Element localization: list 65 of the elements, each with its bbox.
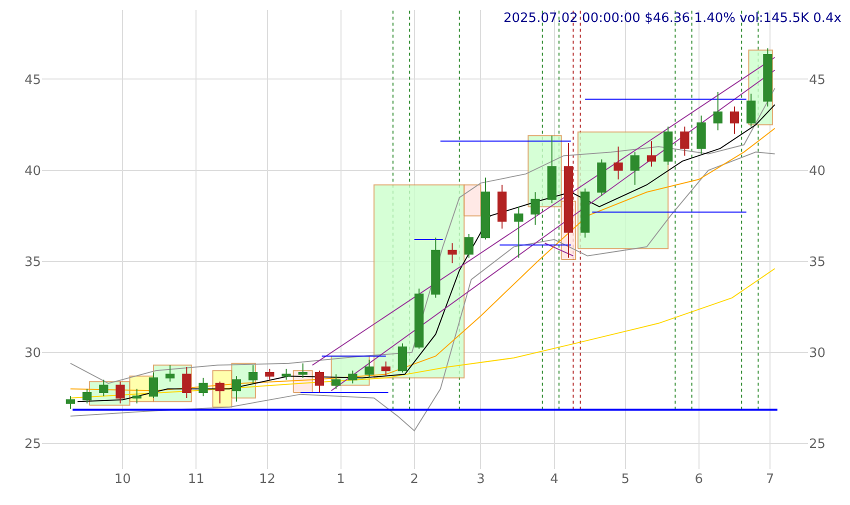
candlestick	[696, 115, 706, 154]
candlestick	[348, 370, 358, 384]
candlestick	[364, 359, 374, 378]
candlestick	[630, 152, 640, 186]
candlestick	[680, 126, 690, 156]
candlestick	[414, 288, 424, 350]
candlestick	[597, 158, 606, 196]
y-tick-label: 45	[24, 72, 41, 88]
y-tick-label: 40	[24, 164, 41, 179]
candlestick	[182, 366, 192, 398]
y2-tick-label: 45	[809, 72, 826, 88]
x-tick-label: 12	[259, 472, 276, 487]
candlestick	[99, 379, 108, 397]
candlestick	[148, 372, 158, 398]
candlestick	[547, 135, 556, 204]
x-tick-label: 5	[621, 472, 630, 487]
candlestick	[448, 242, 457, 264]
candlestick	[82, 388, 92, 404]
x-tick-label: 7	[766, 472, 774, 487]
x-tick-label: 1	[336, 472, 345, 487]
candlestick	[580, 188, 590, 238]
candlestick	[215, 381, 224, 404]
candlestick	[381, 361, 390, 377]
candlestick	[198, 377, 208, 397]
candlestick	[282, 368, 291, 380]
candlestick	[730, 106, 740, 134]
y-tick-label: 25	[24, 437, 41, 452]
candlestick	[514, 206, 524, 258]
candlestick	[332, 374, 341, 390]
x-tick-label: 4	[550, 472, 558, 487]
candlestick	[431, 237, 440, 298]
candlestick	[498, 184, 507, 230]
candlestick	[66, 396, 76, 410]
candlestick	[480, 177, 490, 240]
candlestick	[248, 364, 258, 384]
chart-title: 2025.07.02 00:00:00 $46.36 1.40% vol:145.5K 0.4x	[503, 11, 842, 26]
y2-tick-label: 25	[809, 437, 826, 452]
y2-tick-label: 30	[809, 346, 826, 361]
candlestick	[314, 370, 324, 393]
y2-tick-label: 40	[809, 164, 826, 179]
candlestick	[530, 192, 540, 226]
y2-tick-label: 35	[809, 254, 826, 270]
candlestick	[464, 234, 474, 258]
line-series	[70, 268, 776, 398]
candlestick	[746, 93, 756, 128]
candlestick	[265, 368, 274, 380]
candlestick	[232, 376, 242, 402]
candlestick	[132, 388, 142, 404]
x-tick-label: 6	[694, 472, 704, 487]
y-tick-label: 35	[24, 254, 41, 270]
candlestick	[646, 140, 656, 168]
x-tick-label: 3	[476, 472, 485, 487]
candlestick	[713, 91, 722, 131]
candlestick	[165, 364, 175, 382]
candlestick	[116, 381, 125, 404]
x-tick-label: 10	[114, 472, 131, 487]
candlestick	[298, 362, 308, 378]
candlestick	[398, 342, 408, 373]
y-tick-label: 30	[24, 346, 41, 361]
candlestick	[763, 48, 772, 108]
line-series	[70, 152, 776, 432]
candlestick	[614, 146, 623, 180]
x-tick-label: 11	[188, 472, 204, 487]
x-tick-label: 2	[410, 472, 418, 487]
candlestick	[664, 126, 673, 166]
